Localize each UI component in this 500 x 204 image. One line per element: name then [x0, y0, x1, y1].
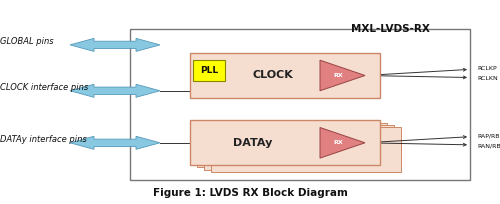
- Text: DATAy: DATAy: [233, 138, 272, 148]
- FancyBboxPatch shape: [190, 120, 380, 165]
- Text: RAN/RBN/RCN/RDN: RAN/RBN/RCN/RDN: [478, 143, 500, 148]
- Text: PLL: PLL: [200, 66, 218, 75]
- Polygon shape: [70, 84, 160, 97]
- Text: DATAy interface pins: DATAy interface pins: [0, 135, 87, 144]
- Text: RCLKP: RCLKP: [478, 66, 497, 71]
- Text: RAP/RBP/RCP/RDP: RAP/RBP/RCP/RDP: [478, 133, 500, 138]
- FancyBboxPatch shape: [197, 122, 387, 167]
- Text: CLOCK: CLOCK: [252, 70, 293, 81]
- Text: RX: RX: [333, 73, 343, 78]
- FancyBboxPatch shape: [211, 127, 401, 172]
- Text: RX: RX: [333, 140, 343, 145]
- Text: Figure 1: LVDS RX Block Diagram: Figure 1: LVDS RX Block Diagram: [152, 188, 348, 198]
- FancyBboxPatch shape: [192, 60, 225, 81]
- Polygon shape: [70, 136, 160, 149]
- FancyBboxPatch shape: [130, 29, 470, 180]
- FancyBboxPatch shape: [204, 125, 394, 170]
- Polygon shape: [70, 38, 160, 51]
- Text: GLOBAL pins: GLOBAL pins: [0, 37, 54, 46]
- Text: RCLKN: RCLKN: [478, 76, 498, 81]
- Polygon shape: [320, 128, 365, 158]
- Polygon shape: [320, 60, 365, 91]
- Text: MXL-LVDS-RX: MXL-LVDS-RX: [350, 24, 430, 34]
- FancyBboxPatch shape: [190, 53, 380, 98]
- Text: CLOCK interface pins: CLOCK interface pins: [0, 83, 88, 92]
